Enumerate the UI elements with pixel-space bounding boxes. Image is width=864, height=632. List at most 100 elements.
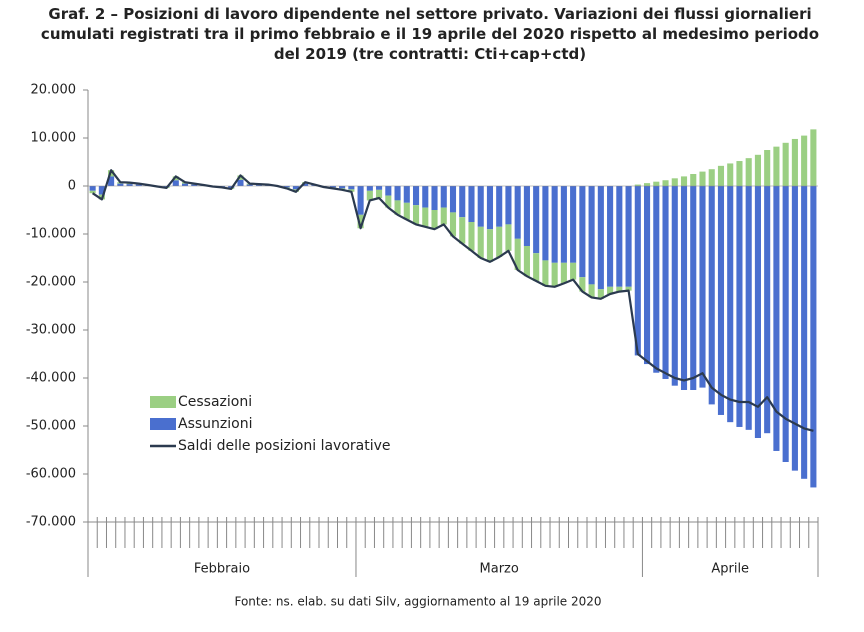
bar [579, 186, 586, 278]
bar [514, 238, 521, 270]
bar [653, 186, 660, 373]
bar [89, 190, 96, 194]
bar [246, 184, 253, 186]
bar [523, 246, 530, 277]
bar [597, 289, 604, 299]
bar [449, 186, 457, 213]
bar [634, 184, 641, 186]
bar [533, 186, 540, 254]
bar [607, 186, 614, 287]
bar [810, 129, 817, 186]
bar [117, 183, 124, 186]
bar [376, 189, 383, 198]
bar [644, 186, 651, 365]
bar [98, 186, 105, 195]
bar [764, 186, 771, 434]
bar [616, 286, 623, 292]
bar [505, 186, 512, 225]
bar [570, 262, 577, 280]
bar [523, 186, 530, 246]
bar [810, 186, 817, 488]
bar [782, 142, 789, 186]
bar [283, 186, 290, 188]
bar [403, 186, 410, 203]
bar [690, 174, 697, 186]
bar [717, 165, 725, 186]
y-tick-label: -50.000 [26, 419, 76, 434]
legend-label: Cessazioni [178, 394, 252, 410]
bar [773, 146, 780, 186]
bar [366, 186, 373, 191]
y-tick-label: 10.000 [31, 131, 77, 146]
bar [773, 186, 780, 451]
bar [579, 277, 586, 292]
bar [237, 179, 244, 186]
bar [690, 186, 697, 390]
bar [736, 186, 743, 427]
bar [745, 186, 752, 430]
bar [588, 284, 595, 298]
bar [662, 186, 669, 379]
bar [431, 186, 438, 210]
bar [699, 171, 706, 186]
legend-swatch [150, 396, 176, 408]
bar [496, 186, 503, 227]
y-tick-label: -30.000 [26, 323, 76, 338]
bar [542, 186, 549, 261]
bar [551, 262, 558, 287]
source-note: Fonte: ns. elab. su dati Silv, aggiornam… [234, 595, 601, 609]
bar [440, 186, 447, 208]
bar [348, 186, 355, 190]
bar [782, 186, 789, 462]
bar [634, 186, 641, 356]
legend-label: Saldi delle posizioni lavorative [178, 438, 391, 454]
bar [708, 169, 715, 186]
bar [477, 226, 484, 258]
bar [172, 180, 179, 186]
bar [302, 183, 309, 186]
bar [607, 286, 614, 294]
bar [468, 222, 475, 251]
bar [708, 186, 715, 405]
bar [745, 158, 752, 186]
bar [422, 186, 429, 208]
bar [542, 260, 549, 286]
bar [403, 202, 410, 220]
group-label: Aprile [711, 562, 749, 577]
bar [449, 212, 457, 237]
bar [394, 200, 401, 215]
line-series [91, 169, 814, 432]
bar [514, 186, 521, 239]
bar [366, 190, 373, 201]
bar [440, 207, 447, 225]
bar [754, 154, 761, 186]
chart-title: Graf. 2 – Posizioni di lavoro dipendente… [40, 5, 820, 63]
bar [357, 186, 364, 215]
group-label: Febbraio [194, 562, 250, 577]
bar [431, 210, 438, 230]
bar [329, 186, 336, 188]
bar [486, 186, 494, 230]
bar [357, 214, 364, 229]
y-tick-label: 20.000 [31, 83, 77, 98]
bar [181, 183, 189, 186]
bar [625, 186, 632, 287]
bar [791, 138, 798, 186]
bar [339, 186, 346, 189]
legend-swatch [150, 418, 176, 430]
bar [237, 175, 244, 180]
bar [376, 186, 383, 190]
bar [588, 186, 595, 285]
bar [412, 186, 420, 206]
bar [394, 186, 401, 201]
bar [680, 176, 688, 186]
bar [412, 205, 420, 225]
bar [597, 186, 604, 290]
bar [671, 186, 678, 386]
y-tick-label: 0 [68, 179, 76, 194]
bar [477, 186, 484, 227]
bar [172, 176, 179, 181]
bar [385, 195, 392, 208]
y-tick-label: -70.000 [26, 515, 76, 530]
